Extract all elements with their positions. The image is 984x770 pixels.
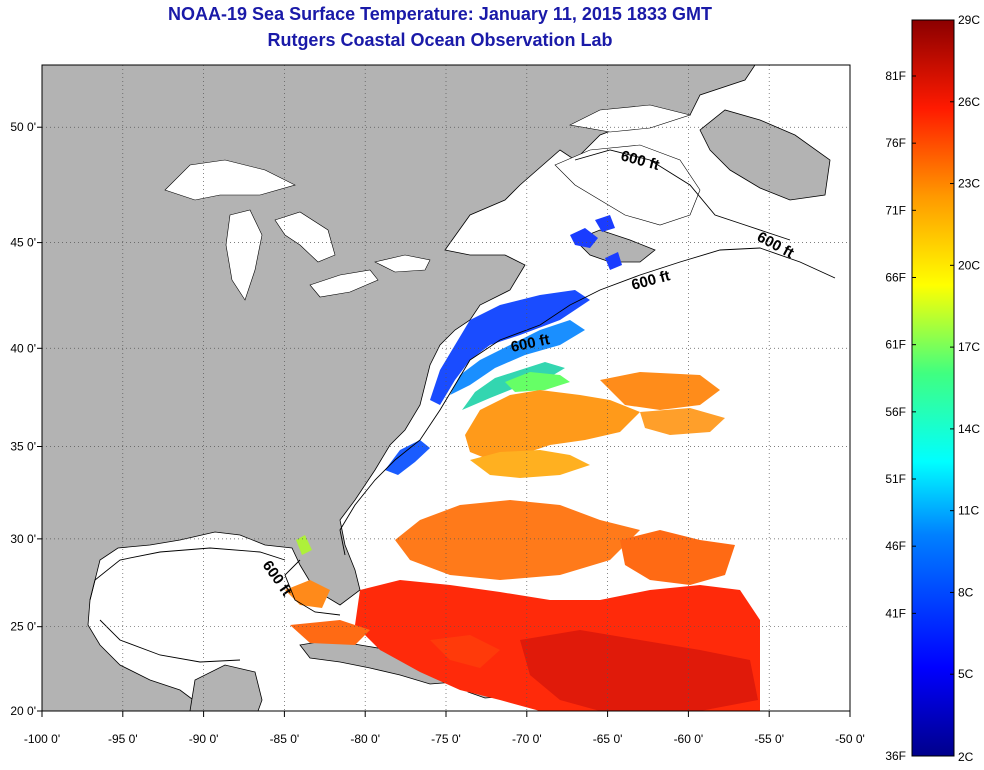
colorbar-celsius-label: 20C (958, 258, 980, 272)
lon-tick-label: -75 0' (431, 732, 461, 746)
lon-tick-label: -60 0' (674, 732, 704, 746)
colorbar-fahrenheit-label: 61F (885, 338, 906, 352)
latitude-ticks: 20 0' 25 0' 30 0' 35 0' 40 0' 45 0' 50 0' (10, 120, 42, 718)
great-lakes (164, 159, 431, 301)
colorbar-celsius-labels: 29C 26C 23C 20C 17C 14C 11C 8C 5C 2C (950, 13, 980, 764)
lon-tick-label: -85 0' (270, 732, 300, 746)
colorbar-fahrenheit-labels: 81F 76F 71F 66F 61F 56F 51F 46F 41F 36F (885, 69, 916, 763)
depth-contours (89, 149, 836, 663)
lat-tick-label: 30 0' (10, 532, 36, 546)
lon-tick-label: -70 0' (512, 732, 542, 746)
colorbar-celsius-label: 26C (958, 95, 980, 109)
longitude-ticks: -100 0' -95 0' -90 0' -85 0' -80 0' -75 0' -70… (24, 711, 865, 746)
lat-tick-label: 50 0' (10, 120, 36, 134)
gulf-st-lawrence (554, 144, 701, 226)
lon-tick-label: -90 0' (189, 732, 219, 746)
colorbar-celsius-label: 17C (958, 340, 980, 354)
land-newfoundland (699, 109, 831, 201)
lat-tick-label: 35 0' (10, 439, 36, 453)
colorbar-fahrenheit-label: 41F (885, 606, 906, 620)
colorbar-celsius-label: 23C (958, 177, 980, 191)
lon-tick-label: -65 0' (593, 732, 623, 746)
lon-tick-label: -50 0' (835, 732, 865, 746)
colorbar-fahrenheit-label: 56F (885, 405, 906, 419)
land-yucatan (189, 664, 263, 711)
lon-tick-label: -100 0' (24, 732, 60, 746)
lon-tick-label: -55 0' (754, 732, 784, 746)
colorbar-celsius-label: 2C (958, 750, 974, 764)
sst-data (285, 215, 760, 711)
lat-tick-label: 45 0' (10, 236, 36, 250)
hudson-strait (569, 104, 692, 133)
colorbar-fahrenheit-label: 36F (885, 749, 906, 763)
colorbar (911, 19, 955, 757)
colorbar-fahrenheit-label: 51F (885, 472, 906, 486)
lon-tick-label: -80 0' (350, 732, 380, 746)
colorbar-celsius-label: 5C (958, 667, 974, 681)
colorbar-fahrenheit-label: 81F (885, 69, 906, 83)
map-title: NOAA-19 Sea Surface Temperature: January… (168, 4, 712, 24)
colorbar-celsius-label: 29C (958, 13, 980, 27)
colorbar-celsius-label: 11C (958, 504, 979, 518)
colorbar-celsius-label: 14C (958, 422, 980, 436)
colorbar-fahrenheit-label: 66F (885, 271, 906, 285)
lat-tick-label: 20 0' (10, 704, 36, 718)
lat-tick-label: 25 0' (10, 620, 36, 634)
lon-tick-label: -95 0' (108, 732, 138, 746)
colorbar-fahrenheit-label: 76F (885, 136, 906, 150)
colorbar-celsius-label: 8C (958, 585, 974, 599)
map-grid (42, 65, 850, 711)
map-subtitle: Rutgers Coastal Ocean Observation Lab (267, 30, 613, 50)
lat-tick-label: 40 0' (10, 341, 36, 355)
colorbar-fahrenheit-label: 71F (885, 203, 906, 217)
colorbar-fahrenheit-label: 46F (885, 539, 906, 553)
